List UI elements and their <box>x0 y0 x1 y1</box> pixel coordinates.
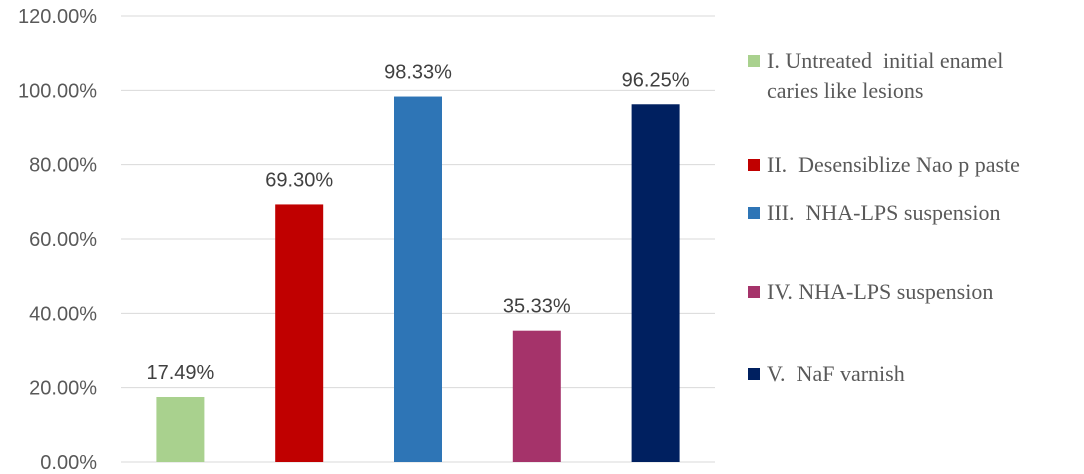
bar <box>275 204 324 462</box>
data-label: 96.25% <box>622 69 690 91</box>
y-tick-label: 80.00% <box>29 155 97 177</box>
legend: I. Untreated initial enamel caries like l… <box>748 48 1020 386</box>
bars <box>156 96 680 463</box>
y-tick-label: 100.00% <box>18 80 97 102</box>
legend-swatch <box>748 159 760 171</box>
legend-swatch <box>748 286 760 298</box>
data-label: 35.33% <box>503 296 571 318</box>
y-tick-label: 0.00% <box>40 452 97 474</box>
legend-label: III. NHA-LPS suspension <box>767 200 1000 225</box>
bar <box>394 96 442 463</box>
bar <box>512 330 561 462</box>
bar <box>156 396 205 462</box>
y-tick-label: 20.00% <box>29 378 97 400</box>
bar <box>631 104 680 462</box>
legend-swatch <box>748 55 760 67</box>
data-label: 98.33% <box>384 62 452 84</box>
data-label: 17.49% <box>146 362 214 384</box>
legend-label: II. Desensiblize Nao p paste <box>767 152 1020 177</box>
legend-swatch <box>748 368 760 380</box>
legend-swatch <box>748 207 760 219</box>
legend-label: IV. NHA-LPS suspension <box>767 279 993 304</box>
y-tick-label: 120.00% <box>18 6 97 28</box>
y-tick-label: 40.00% <box>29 303 97 325</box>
data-labels: 17.49% 69.30% 98.33% 35.33% 96.25% <box>146 62 689 384</box>
y-axis: 0.00% 20.00% 40.00% 60.00% 80.00% 100.00% 120.… <box>18 6 97 474</box>
y-tick-label: 60.00% <box>29 229 97 251</box>
legend-label: caries like lesions <box>767 78 923 103</box>
legend-label: I. Untreated initial enamel <box>767 48 1003 73</box>
data-label: 69.30% <box>265 169 333 191</box>
legend-label: V. NaF varnish <box>767 361 905 386</box>
